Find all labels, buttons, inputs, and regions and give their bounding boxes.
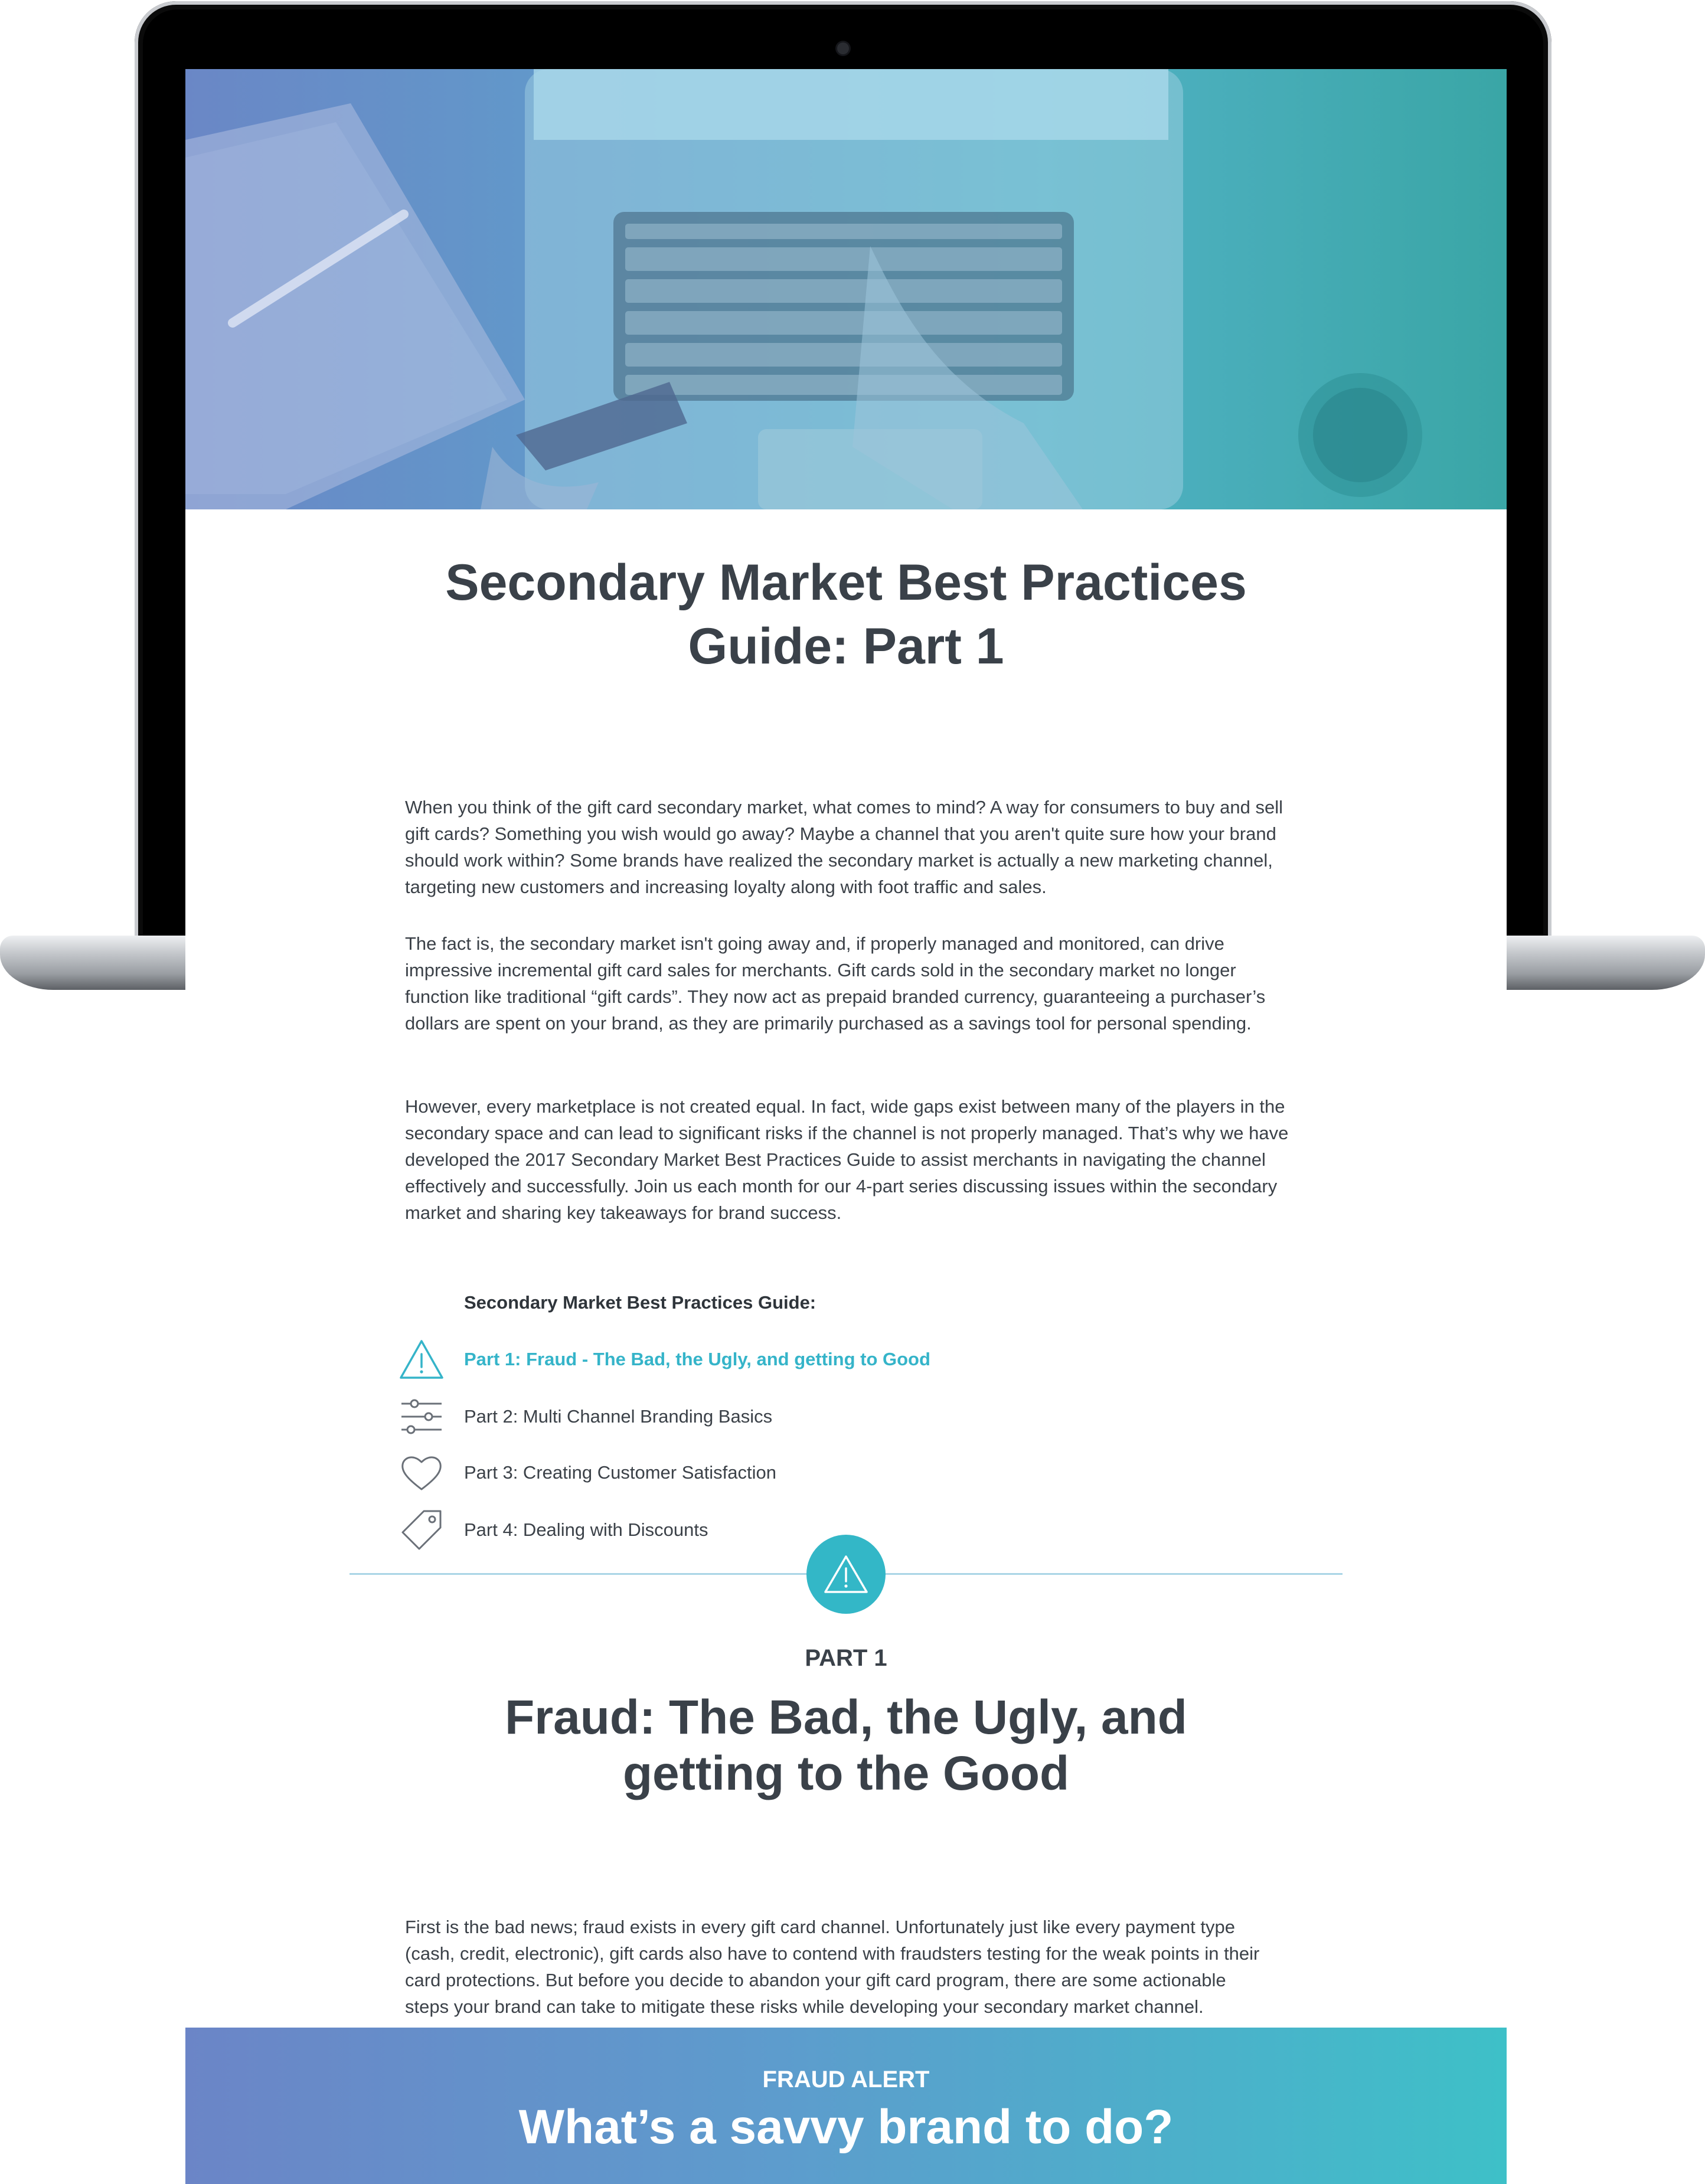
guide-item-part-4[interactable]: Part 4: Dealing with Discounts xyxy=(398,1506,1165,1554)
banner-title: What’s a savvy brand to do? xyxy=(518,2100,1174,2154)
divider-line-left xyxy=(350,1573,806,1575)
guide-item-part-3[interactable]: Part 3: Creating Customer Satisfaction xyxy=(398,1449,1165,1496)
notebook-shape xyxy=(185,103,525,509)
guide-item-part-1[interactable]: Part 1: Fraud - The Bad, the Ugly, and g… xyxy=(398,1336,1165,1383)
intro-paragraph-1: When you think of the gift card secondar… xyxy=(405,797,1283,897)
guide-item-label: Part 1: Fraud - The Bad, the Ugly, and g… xyxy=(464,1349,930,1369)
hero-hand-right xyxy=(852,246,1083,509)
section-title-line1: Fraud: The Bad, the Ugly, and xyxy=(505,1691,1187,1744)
section-title-line2: getting to the Good xyxy=(622,1747,1070,1800)
divider-warning-badge xyxy=(806,1535,886,1614)
page-title: Secondary Market Best Practices Guide: P… xyxy=(185,551,1507,678)
divider-line-right xyxy=(886,1573,1343,1575)
banner-kicker: FRAUD ALERT xyxy=(762,2067,930,2093)
hero-card xyxy=(516,382,687,470)
page-title-line1: Secondary Market Best Practices xyxy=(445,554,1247,611)
part-label: PART 1 xyxy=(805,1645,887,1671)
intro-paragraph-2: The fact is, the secondary market isn't … xyxy=(405,933,1266,1034)
hero-keyboard xyxy=(613,212,1074,401)
guide-item-part-2[interactable]: Part 2: Multi Channel Branding Basics xyxy=(398,1393,1165,1440)
pen-shape xyxy=(228,210,409,328)
hero-illustration xyxy=(185,69,1422,509)
hero-keys xyxy=(625,224,1062,395)
sliders-icon xyxy=(398,1393,445,1440)
guide-item-label: Part 3: Creating Customer Satisfaction xyxy=(464,1462,776,1483)
guide-item-label: Part 4: Dealing with Discounts xyxy=(464,1519,708,1540)
hero-hand-left xyxy=(481,447,599,509)
intro-paragraph-3: However, every marketplace is not create… xyxy=(405,1096,1289,1223)
webcam xyxy=(837,42,849,54)
guide-item-label: Part 2: Multi Channel Branding Basics xyxy=(464,1406,773,1427)
section-paragraph: First is the bad news; fraud exists in e… xyxy=(405,1917,1260,2017)
section-title: Fraud: The Bad, the Ugly, and getting to… xyxy=(185,1689,1507,1802)
hero-image xyxy=(185,69,1507,509)
warning-triangle-icon xyxy=(398,1336,445,1383)
page-title-line2: Guide: Part 1 xyxy=(688,618,1004,675)
hero-laptop-screen xyxy=(534,69,1168,140)
fraud-alert-banner xyxy=(185,2028,1507,2184)
heart-icon xyxy=(398,1449,445,1496)
warning-triangle-icon xyxy=(824,1555,868,1593)
article-page: Secondary Market Best Practices Guide: P… xyxy=(185,69,1507,2184)
tag-icon xyxy=(398,1506,445,1554)
guide-heading: Secondary Market Best Practices Guide: xyxy=(464,1292,816,1313)
